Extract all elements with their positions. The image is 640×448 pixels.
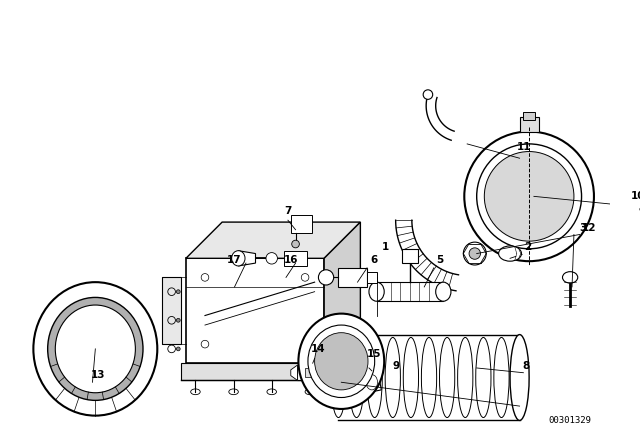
Ellipse shape bbox=[464, 132, 594, 261]
Bar bbox=[284, 251, 307, 266]
Ellipse shape bbox=[463, 242, 486, 265]
Ellipse shape bbox=[315, 333, 368, 390]
Bar bbox=[315, 368, 321, 378]
Text: 00301329: 00301329 bbox=[548, 416, 591, 425]
Ellipse shape bbox=[55, 305, 136, 393]
Ellipse shape bbox=[177, 319, 180, 322]
Text: 2: 2 bbox=[524, 242, 532, 252]
Bar bbox=[520, 117, 539, 132]
Text: 12: 12 bbox=[582, 223, 596, 233]
Ellipse shape bbox=[308, 325, 374, 397]
Ellipse shape bbox=[499, 246, 522, 261]
Ellipse shape bbox=[331, 337, 346, 418]
Ellipse shape bbox=[33, 282, 157, 416]
Ellipse shape bbox=[421, 337, 436, 418]
Text: 16: 16 bbox=[284, 255, 299, 265]
Bar bbox=[339, 268, 367, 287]
Bar bbox=[186, 258, 324, 363]
Ellipse shape bbox=[510, 335, 529, 420]
Ellipse shape bbox=[47, 297, 143, 401]
Polygon shape bbox=[332, 365, 339, 380]
Ellipse shape bbox=[423, 90, 433, 99]
Bar bbox=[324, 368, 330, 378]
Ellipse shape bbox=[476, 337, 491, 418]
Ellipse shape bbox=[440, 337, 455, 418]
Text: 14: 14 bbox=[311, 344, 325, 354]
Bar bbox=[181, 363, 329, 380]
Ellipse shape bbox=[484, 151, 574, 241]
Ellipse shape bbox=[563, 271, 578, 283]
Ellipse shape bbox=[177, 347, 180, 351]
Ellipse shape bbox=[385, 337, 401, 418]
Text: 8: 8 bbox=[522, 361, 530, 371]
Bar bbox=[367, 271, 376, 283]
Ellipse shape bbox=[369, 282, 384, 301]
Polygon shape bbox=[362, 371, 381, 394]
Ellipse shape bbox=[319, 270, 333, 285]
Ellipse shape bbox=[349, 337, 364, 418]
Bar bbox=[162, 277, 181, 344]
Bar bbox=[376, 282, 444, 301]
Ellipse shape bbox=[436, 282, 451, 301]
Bar bbox=[305, 368, 311, 378]
Text: 13: 13 bbox=[91, 370, 105, 379]
Text: 5: 5 bbox=[436, 255, 444, 265]
Ellipse shape bbox=[512, 337, 527, 418]
Text: 6: 6 bbox=[370, 255, 377, 265]
Ellipse shape bbox=[232, 251, 245, 266]
Ellipse shape bbox=[177, 290, 180, 293]
Text: 4: 4 bbox=[639, 204, 640, 214]
Ellipse shape bbox=[298, 314, 384, 409]
Text: 17: 17 bbox=[227, 255, 241, 265]
Polygon shape bbox=[238, 251, 255, 266]
Bar bbox=[298, 365, 332, 380]
Ellipse shape bbox=[494, 337, 509, 418]
Ellipse shape bbox=[469, 248, 481, 259]
Ellipse shape bbox=[627, 309, 640, 322]
Text: 10: 10 bbox=[631, 191, 640, 201]
Text: 1: 1 bbox=[381, 242, 388, 252]
Bar bbox=[291, 215, 312, 233]
Polygon shape bbox=[186, 222, 360, 258]
Ellipse shape bbox=[403, 337, 419, 418]
Ellipse shape bbox=[292, 240, 300, 248]
Ellipse shape bbox=[636, 314, 639, 317]
Text: 9: 9 bbox=[393, 361, 400, 371]
Ellipse shape bbox=[630, 311, 634, 314]
Ellipse shape bbox=[367, 337, 382, 418]
Text: 7: 7 bbox=[284, 206, 291, 215]
Text: 3: 3 bbox=[580, 223, 587, 233]
Ellipse shape bbox=[621, 303, 640, 328]
Bar bbox=[403, 249, 417, 263]
Text: 11: 11 bbox=[516, 142, 531, 152]
Polygon shape bbox=[324, 222, 360, 363]
Ellipse shape bbox=[477, 144, 582, 249]
Text: 15: 15 bbox=[367, 349, 381, 359]
Ellipse shape bbox=[630, 317, 634, 320]
Ellipse shape bbox=[266, 253, 277, 264]
Bar bbox=[524, 112, 535, 120]
Ellipse shape bbox=[458, 337, 473, 418]
Polygon shape bbox=[291, 365, 298, 380]
